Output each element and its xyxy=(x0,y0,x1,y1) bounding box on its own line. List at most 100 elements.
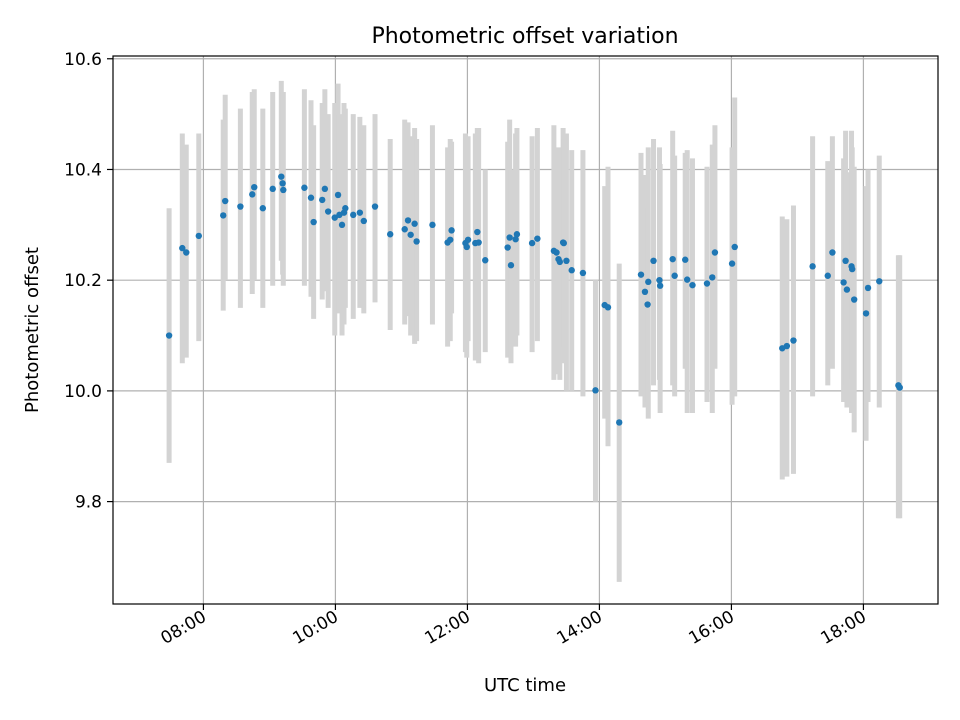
data-point xyxy=(195,232,202,240)
data-point xyxy=(592,387,599,394)
data-point xyxy=(310,218,317,226)
data-point xyxy=(842,257,849,265)
data-point xyxy=(387,231,394,238)
data-point xyxy=(843,286,851,293)
y-tick-label: 10.0 xyxy=(64,382,102,402)
data-point xyxy=(307,194,315,201)
data-point xyxy=(876,278,883,285)
data-point xyxy=(645,278,652,286)
data-point xyxy=(669,255,676,263)
chart-title: Photometric offset variation xyxy=(371,24,678,49)
data-point xyxy=(656,282,664,289)
data-point xyxy=(534,235,541,242)
data-point xyxy=(165,332,173,339)
x-axis-label: UTC time xyxy=(484,675,566,696)
data-point xyxy=(447,236,454,243)
y-tick-label: 10.4 xyxy=(64,160,102,180)
data-point xyxy=(731,243,738,251)
data-point xyxy=(259,205,267,212)
data-point xyxy=(301,184,308,191)
data-point xyxy=(279,180,286,187)
data-point xyxy=(829,249,836,256)
data-point xyxy=(350,211,357,219)
data-point xyxy=(338,221,346,229)
plot-frame xyxy=(112,55,939,605)
data-point xyxy=(222,197,229,205)
data-point xyxy=(220,212,227,219)
data-point xyxy=(324,208,332,215)
data-point xyxy=(790,337,797,344)
y-tick-label: 10.2 xyxy=(64,271,102,291)
data-point xyxy=(560,239,567,247)
data-point xyxy=(429,221,436,229)
data-point xyxy=(711,249,719,256)
data-point xyxy=(404,217,412,224)
data-point xyxy=(482,257,489,264)
data-point xyxy=(579,269,587,277)
data-point xyxy=(278,173,285,180)
data-point xyxy=(850,296,858,303)
data-point xyxy=(464,236,472,243)
data-point xyxy=(513,231,521,238)
data-point xyxy=(650,257,657,265)
y-tick-label: 9.8 xyxy=(75,493,102,513)
data-point xyxy=(251,183,258,191)
data-point xyxy=(356,209,364,216)
y-tick-label: 10.6 xyxy=(64,50,102,70)
data-point xyxy=(824,272,831,279)
data-point xyxy=(249,191,256,198)
data-point xyxy=(183,249,190,256)
data-point xyxy=(709,274,716,281)
data-point xyxy=(689,281,696,289)
data-point xyxy=(506,234,513,241)
data-point xyxy=(553,249,560,256)
data-point xyxy=(563,257,570,265)
data-point xyxy=(556,258,564,266)
data-point xyxy=(896,384,903,391)
data-point xyxy=(401,226,408,233)
data-point xyxy=(448,227,455,234)
data-point xyxy=(641,288,649,296)
data-point xyxy=(407,231,414,238)
data-point xyxy=(474,228,481,236)
y-axis-label: Photometric offset xyxy=(22,247,43,413)
data-point xyxy=(413,238,420,245)
data-point xyxy=(849,265,856,273)
data-point xyxy=(237,203,244,210)
data-point xyxy=(637,271,645,278)
data-point xyxy=(342,205,349,212)
data-point xyxy=(528,239,536,247)
data-point xyxy=(280,186,287,194)
data-point xyxy=(671,272,678,279)
data-point xyxy=(656,276,663,284)
data-point xyxy=(504,244,511,251)
data-point xyxy=(862,310,870,317)
data-point xyxy=(319,196,326,204)
data-point xyxy=(360,217,367,225)
data-point xyxy=(321,185,329,193)
data-point xyxy=(179,244,186,252)
data-point xyxy=(616,419,623,426)
data-point xyxy=(269,185,276,193)
data-point xyxy=(331,214,338,221)
data-point xyxy=(371,203,379,210)
data-point xyxy=(475,239,482,246)
data-point xyxy=(604,304,612,311)
data-point xyxy=(684,276,691,283)
data-point xyxy=(512,236,519,243)
data-point xyxy=(728,260,736,267)
data-point xyxy=(703,280,711,287)
data-point xyxy=(864,284,872,292)
data-point xyxy=(644,301,651,308)
data-point xyxy=(809,263,816,270)
data-point xyxy=(463,243,470,251)
data-point xyxy=(334,191,342,199)
data-point xyxy=(411,220,418,227)
data-point xyxy=(507,262,515,269)
marker-layer xyxy=(165,173,903,426)
data-point xyxy=(783,342,791,350)
data-point xyxy=(840,279,847,286)
data-point xyxy=(568,267,575,274)
